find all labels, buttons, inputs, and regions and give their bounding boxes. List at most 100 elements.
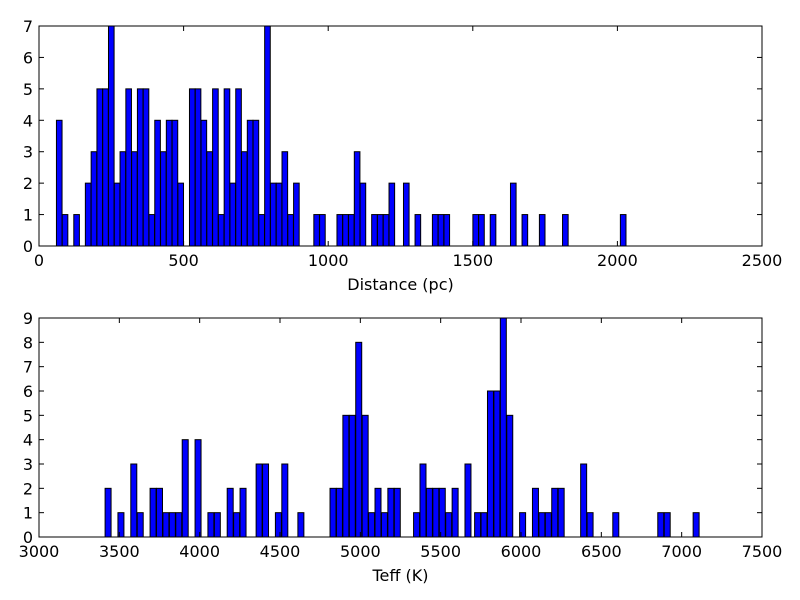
teff-bar: [262, 463, 270, 538]
teff-y-tick-label: 3: [23, 455, 33, 474]
teff-bar: [162, 512, 170, 538]
teff-bar: [181, 439, 189, 538]
teff-y-tick-label: 9: [23, 309, 33, 328]
teff-axes-frame: [38, 317, 763, 538]
teff-bar: [432, 487, 440, 538]
teff-bar: [239, 487, 247, 538]
teff-y-tick-label: 1: [23, 504, 33, 523]
teff-bar: [194, 439, 202, 538]
teff-bar: [486, 390, 494, 538]
teff-bar: [297, 512, 305, 538]
distance-bar: [246, 119, 254, 247]
distance-bar: [113, 182, 121, 247]
distance-bar: [489, 214, 497, 247]
teff-bar: [464, 463, 472, 538]
teff-bar: [175, 512, 183, 538]
teff-y-tick-label: 4: [23, 431, 33, 450]
distance-bar: [562, 214, 569, 247]
distance-bar: [194, 88, 202, 247]
teff-x-tick-label: 4500: [260, 542, 301, 561]
distance-bar: [478, 214, 485, 247]
teff-bar: [374, 487, 382, 538]
distance-bar: [313, 214, 320, 247]
teff-bar: [538, 512, 546, 538]
distance-bar: [235, 88, 242, 247]
distance-bar: [472, 214, 480, 247]
teff-x-tick-label: 4000: [179, 542, 220, 561]
distance-bar: [287, 214, 294, 247]
distance-bar: [319, 214, 326, 247]
distance-bar: [241, 151, 248, 247]
teff-bar: [544, 512, 552, 538]
distance-x-tick-label: 0: [34, 251, 44, 270]
distance-histogram: 0 500 1000 1500 2000 2500 0 1 2 3 4 5 6 7 Distance (pc…: [23, 17, 783, 294]
teff-bar: [657, 512, 665, 538]
teff-bar: [531, 487, 539, 538]
distance-bar: [382, 214, 390, 247]
distance-bar: [154, 119, 161, 247]
teff-bar: [233, 512, 241, 538]
teff-bar: [393, 487, 401, 538]
distance-y-tick-label: 1: [23, 206, 33, 225]
distance-bar: [165, 119, 173, 247]
teff-bar: [480, 512, 488, 538]
teff-bar: [506, 414, 514, 538]
teff-bar: [474, 512, 482, 538]
teff-bar: [438, 487, 446, 538]
distance-axes-frame: [38, 25, 763, 247]
teff-y-tick-label: 6: [23, 382, 33, 401]
teff-x-tick-label: 5000: [340, 542, 381, 561]
distance-bar: [200, 119, 208, 247]
teff-y-tick-label: 5: [23, 406, 33, 425]
distance-bar: [131, 151, 138, 247]
distance-bar: [264, 25, 271, 247]
distance-bar: [212, 88, 219, 247]
distance-bar: [142, 88, 150, 247]
distance-x-tick-label: 2500: [742, 251, 783, 270]
teff-bar: [663, 512, 671, 538]
distance-bar: [258, 214, 265, 247]
distance-bar: [342, 214, 349, 247]
distance-bar: [348, 214, 355, 247]
teff-bar: [342, 414, 350, 538]
distance-bar: [136, 88, 144, 247]
distance-bar: [102, 88, 109, 247]
distance-y-tick-label: 4: [23, 111, 33, 130]
distance-bar: [229, 182, 237, 247]
distance-bar: [55, 119, 63, 247]
teff-bar: [156, 487, 163, 538]
teff-bar: [612, 512, 620, 538]
teff-x-tick-label: 6500: [581, 542, 622, 561]
teff-bar: [387, 487, 395, 538]
teff-y-tick-label: 0: [23, 528, 33, 547]
teff-bar: [335, 487, 343, 538]
teff-bar: [445, 512, 453, 538]
distance-bar: [521, 214, 529, 247]
teff-bar: [355, 341, 363, 538]
teff-x-tick-label: 3000: [19, 542, 60, 561]
teff-bar: [255, 463, 263, 538]
distance-bar: [252, 119, 260, 247]
distance-bar: [437, 214, 445, 247]
distance-x-tick-label: 2000: [597, 251, 638, 270]
distance-bar: [206, 151, 213, 247]
distance-x-tick-label: 1000: [308, 251, 349, 270]
distance-x-tick-label: 500: [168, 251, 199, 270]
teff-x-tick-label: 3500: [99, 542, 140, 561]
distance-y-tick-label: 2: [23, 174, 33, 193]
distance-bar: [376, 214, 384, 247]
distance-bar: [171, 119, 179, 247]
distance-x-axis-label: Distance (pc): [347, 275, 453, 294]
distance-bar: [293, 182, 300, 247]
teff-bar: [551, 487, 559, 538]
distance-bar: [107, 25, 115, 247]
teff-bar: [348, 414, 356, 538]
teff-bar: [149, 487, 157, 538]
distance-bar: [414, 214, 422, 247]
teff-bar: [380, 512, 388, 538]
teff-bar: [586, 512, 594, 538]
teff-bar: [207, 512, 215, 538]
distance-bar: [353, 151, 361, 247]
teff-bar: [493, 390, 501, 538]
